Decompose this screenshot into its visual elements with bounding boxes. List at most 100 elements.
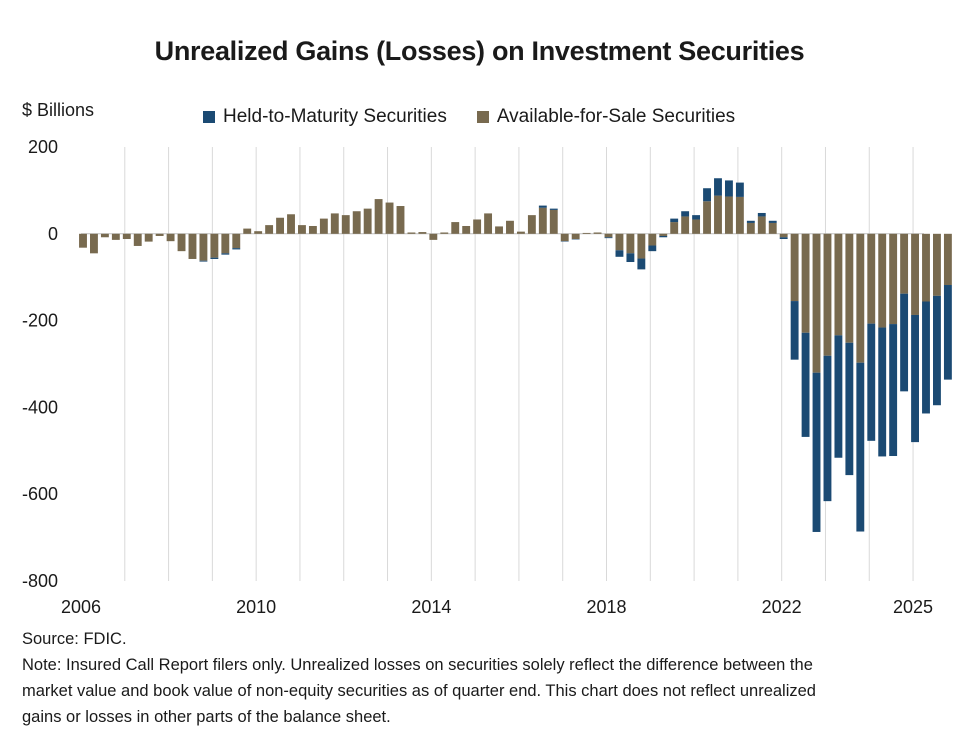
bar-htm	[922, 301, 930, 414]
bar-afs	[922, 233, 930, 302]
bar-htm	[221, 253, 230, 255]
bar-afs	[659, 233, 668, 236]
bar-afs	[571, 233, 580, 240]
bar-afs	[703, 201, 711, 234]
bar-afs	[166, 233, 175, 242]
bar-htm	[856, 362, 865, 532]
bar-afs	[352, 211, 361, 234]
note-line-3: gains or losses in other parts of the ba…	[22, 708, 391, 726]
bar-afs	[210, 233, 219, 258]
bar-htm	[648, 245, 657, 252]
bar-afs	[276, 217, 285, 234]
bar-afs	[867, 233, 876, 324]
bar-afs	[900, 233, 909, 294]
bar-afs	[812, 233, 821, 373]
bar-htm	[779, 237, 788, 240]
bar-afs	[462, 225, 471, 234]
bar-afs	[692, 219, 701, 234]
x-tick-label: 2022	[762, 597, 802, 617]
bar-htm	[210, 257, 219, 259]
bar-afs	[714, 195, 722, 234]
chart-footer: Source: FDIC. Note: Insured Call Report …	[22, 626, 937, 730]
legend-label-held-to-maturity: Held-to-Maturity Securities	[223, 106, 447, 127]
legend-swatch-held-to-maturity	[203, 111, 215, 123]
y-tick-label: -200	[22, 311, 58, 331]
legend-item-held-to-maturity: Held-to-Maturity Securities	[203, 106, 447, 128]
bar-afs	[582, 232, 591, 234]
bar-htm	[812, 372, 821, 532]
bar-afs	[440, 232, 449, 234]
bar-afs	[418, 232, 427, 234]
bar-htm	[911, 314, 919, 443]
bar-htm	[626, 253, 635, 263]
bar-afs	[243, 228, 252, 234]
bar-afs	[199, 233, 208, 261]
bar-afs	[265, 225, 274, 234]
bar-htm	[232, 248, 241, 250]
bar-htm	[703, 188, 711, 202]
chart-title: Unrealized Gains (Losses) on Investment …	[154, 36, 805, 66]
bar-afs	[516, 231, 525, 234]
x-tick-label: 2006	[61, 597, 101, 617]
y-tick-label: -800	[22, 571, 58, 591]
bar-afs	[330, 213, 339, 234]
bar-htm	[900, 293, 909, 392]
bar-htm	[834, 335, 843, 458]
bar-afs	[374, 199, 383, 234]
bar-htm	[845, 342, 854, 476]
note-line-2: market value and book value of non-equit…	[22, 682, 816, 700]
bar-htm	[681, 211, 690, 217]
bar-afs	[593, 232, 602, 234]
bar-afs	[626, 233, 635, 254]
bar-afs	[341, 215, 350, 234]
bar-afs	[396, 206, 405, 234]
bar-afs	[538, 207, 547, 234]
x-tick-label: 2010	[236, 597, 276, 617]
bar-afs	[506, 220, 514, 234]
chart-legend: Held-to-Maturity Securities Available-fo…	[203, 106, 765, 128]
bar-afs	[943, 233, 952, 286]
bar-afs	[451, 222, 460, 234]
bar-afs	[298, 225, 306, 234]
x-tick-label: 2025	[893, 597, 933, 617]
bar-afs	[90, 233, 98, 254]
bar-afs	[615, 233, 624, 251]
y-tick-label: -600	[22, 484, 58, 504]
bar-afs	[801, 233, 810, 333]
bar-htm	[692, 215, 701, 220]
bar-htm	[199, 260, 208, 262]
bar-htm	[538, 205, 547, 208]
bar-afs	[757, 216, 766, 234]
bar-afs	[122, 233, 131, 240]
bar-afs	[144, 233, 153, 242]
bar-afs	[287, 214, 295, 234]
bar-htm	[549, 208, 558, 210]
bar-afs	[484, 213, 493, 234]
note-line-1: Note: Insured Call Report filers only. U…	[22, 656, 813, 674]
bar-afs	[308, 225, 317, 234]
bar-htm	[757, 212, 766, 217]
y-axis-unit-label: $ Billions	[22, 100, 95, 120]
bar-afs	[845, 233, 854, 343]
bar-afs	[790, 233, 799, 302]
bar-afs	[637, 233, 646, 259]
bar-afs	[549, 209, 558, 234]
bar-afs	[495, 226, 503, 234]
bar-htm	[670, 218, 679, 223]
bar-htm	[735, 182, 744, 197]
x-tick-label: 2018	[586, 597, 626, 617]
bar-afs	[221, 233, 230, 254]
bar-htm	[801, 332, 810, 437]
bar-afs	[363, 208, 372, 234]
bar-afs	[878, 233, 887, 328]
y-tick-label: -400	[22, 397, 58, 417]
bar-afs	[670, 222, 679, 234]
bar-afs	[768, 222, 777, 234]
bar-htm	[615, 250, 624, 257]
legend-label-available-for-sale: Available-for-Sale Securities	[496, 106, 736, 127]
bar-afs	[933, 233, 941, 296]
bar-afs	[100, 233, 109, 238]
bar-htm	[768, 220, 777, 223]
bar-afs	[648, 233, 657, 246]
